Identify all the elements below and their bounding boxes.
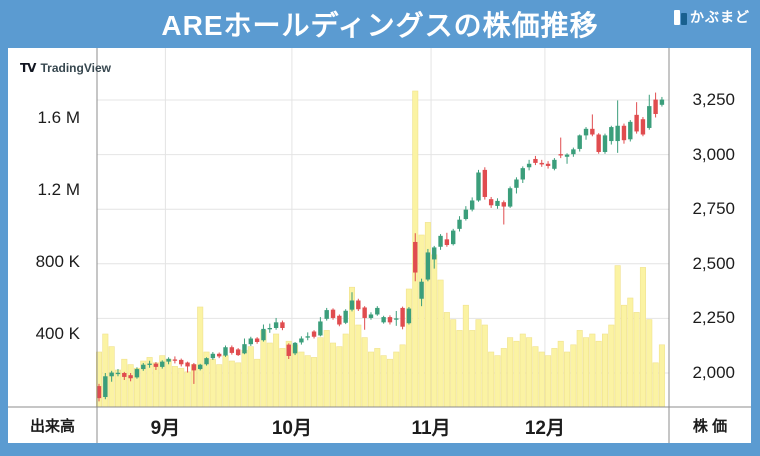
tradingview-watermark: TV TradingView bbox=[20, 61, 111, 75]
price-tick-label: 2,250 bbox=[692, 308, 735, 328]
tradingview-icon: TV bbox=[20, 61, 37, 75]
month-tick-label: 12月 bbox=[524, 418, 565, 439]
header: AREホールディングスの株価推移 かぶまど bbox=[0, 0, 760, 48]
month-tick-label: 11月 bbox=[411, 418, 451, 439]
price-tick-label: 2,000 bbox=[692, 363, 735, 382]
price-tick-label: 2,750 bbox=[692, 199, 735, 219]
kabumado-logo: かぶまど bbox=[674, 7, 750, 27]
price-tick-label: 3,250 bbox=[692, 90, 735, 109]
price-tick-label: 2,500 bbox=[692, 253, 735, 273]
month-tick-label: 10月 bbox=[271, 418, 312, 439]
price-volume-chart bbox=[8, 48, 751, 443]
volume-tick-label: 1.6 M bbox=[37, 108, 80, 127]
window-icon bbox=[674, 9, 687, 25]
month-tick-label: 9月 bbox=[150, 418, 181, 439]
price-axis-label: 株 価 bbox=[692, 417, 728, 435]
volume-tick-label: 1.2 M bbox=[37, 180, 80, 199]
price-tick-label: 3,000 bbox=[692, 144, 735, 164]
volume-tick-label: 400 K bbox=[35, 324, 80, 343]
volume-axis-label: 出来高 bbox=[29, 417, 75, 435]
volume-tick-label: 800 K bbox=[35, 252, 80, 271]
chart-panel: TV TradingView 1.6 M 1.2 M 800 K 400 K 3,25… bbox=[8, 48, 751, 443]
page-title: AREホールディングスの株価推移 bbox=[161, 10, 599, 41]
tradingview-label: TradingView bbox=[40, 61, 111, 75]
brand-name: かぶまど bbox=[690, 9, 750, 25]
